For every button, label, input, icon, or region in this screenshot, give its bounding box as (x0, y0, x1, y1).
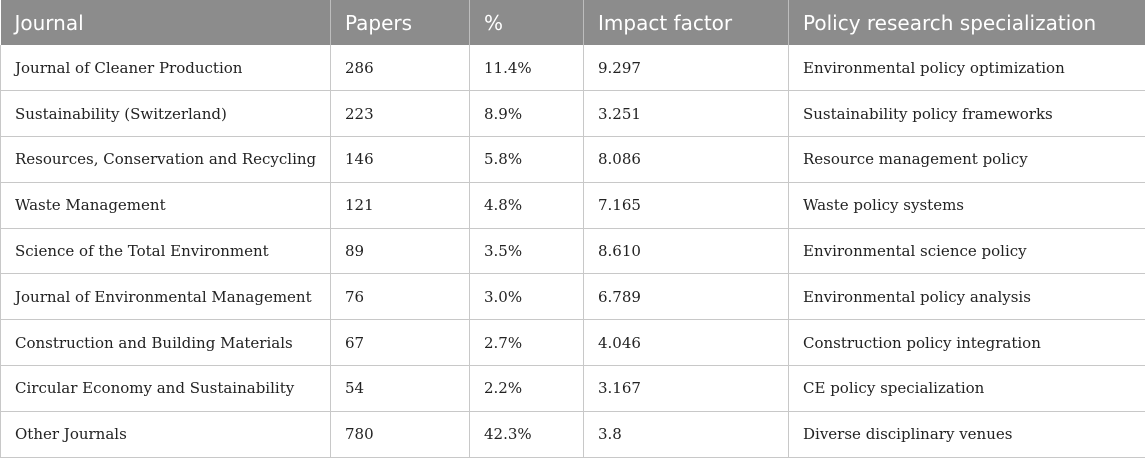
cell-impact-factor: 8.086 (584, 137, 789, 183)
cell-specialization: CE policy specialization (789, 366, 1145, 412)
cell-papers: 67 (331, 320, 470, 366)
table-row: Journal of Cleaner Production 286 11.4% … (1, 45, 1145, 91)
cell-percent: 5.8% (470, 137, 584, 183)
cell-journal: Journal of Environmental Management (1, 274, 331, 320)
cell-specialization: Construction policy integration (789, 320, 1145, 366)
cell-percent: 3.0% (470, 274, 584, 320)
header-journal: Journal (1, 0, 331, 45)
cell-impact-factor: 3.8 (584, 411, 789, 457)
cell-specialization: Diverse disciplinary venues (789, 411, 1145, 457)
cell-impact-factor: 3.167 (584, 366, 789, 412)
cell-percent: 42.3% (470, 411, 584, 457)
cell-percent: 11.4% (470, 45, 584, 91)
table-row: Resources, Conservation and Recycling 14… (1, 137, 1145, 183)
table-row: Construction and Building Materials 67 2… (1, 320, 1145, 366)
cell-papers: 121 (331, 182, 470, 228)
cell-percent: 2.7% (470, 320, 584, 366)
table-row: Sustainability (Switzerland) 223 8.9% 3.… (1, 91, 1145, 137)
table-row: Journal of Environmental Management 76 3… (1, 274, 1145, 320)
cell-journal: Other Journals (1, 411, 331, 457)
cell-impact-factor: 6.789 (584, 274, 789, 320)
cell-specialization: Sustainability policy frameworks (789, 91, 1145, 137)
cell-papers: 89 (331, 228, 470, 274)
table-body: Journal of Cleaner Production 286 11.4% … (1, 45, 1145, 457)
table-row: Science of the Total Environment 89 3.5%… (1, 228, 1145, 274)
cell-impact-factor: 7.165 (584, 182, 789, 228)
cell-papers: 54 (331, 366, 470, 412)
header-impact-factor: Impact factor (584, 0, 789, 45)
cell-journal: Journal of Cleaner Production (1, 45, 331, 91)
table-header: Journal Papers % Impact factor Policy re… (1, 0, 1145, 45)
cell-journal: Waste Management (1, 182, 331, 228)
cell-percent: 3.5% (470, 228, 584, 274)
cell-impact-factor: 9.297 (584, 45, 789, 91)
header-specialization: Policy research specialization (789, 0, 1145, 45)
cell-papers: 780 (331, 411, 470, 457)
cell-percent: 2.2% (470, 366, 584, 412)
table-row: Waste Management 121 4.8% 7.165 Waste po… (1, 182, 1145, 228)
cell-journal: Circular Economy and Sustainability (1, 366, 331, 412)
cell-percent: 8.9% (470, 91, 584, 137)
cell-impact-factor: 4.046 (584, 320, 789, 366)
cell-papers: 76 (331, 274, 470, 320)
cell-specialization: Waste policy systems (789, 182, 1145, 228)
cell-papers: 223 (331, 91, 470, 137)
table-row: Circular Economy and Sustainability 54 2… (1, 366, 1145, 412)
header-papers: Papers (331, 0, 470, 45)
cell-specialization: Resource management policy (789, 137, 1145, 183)
cell-specialization: Environmental science policy (789, 228, 1145, 274)
cell-journal: Resources, Conservation and Recycling (1, 137, 331, 183)
cell-journal: Construction and Building Materials (1, 320, 331, 366)
cell-journal: Science of the Total Environment (1, 228, 331, 274)
cell-papers: 146 (331, 137, 470, 183)
header-percent: % (470, 0, 584, 45)
header-row: Journal Papers % Impact factor Policy re… (1, 0, 1145, 45)
cell-specialization: Environmental policy optimization (789, 45, 1145, 91)
cell-impact-factor: 3.251 (584, 91, 789, 137)
cell-impact-factor: 8.610 (584, 228, 789, 274)
table-row: Other Journals 780 42.3% 3.8 Diverse dis… (1, 411, 1145, 457)
cell-percent: 4.8% (470, 182, 584, 228)
cell-papers: 286 (331, 45, 470, 91)
cell-journal: Sustainability (Switzerland) (1, 91, 331, 137)
cell-specialization: Environmental policy analysis (789, 274, 1145, 320)
